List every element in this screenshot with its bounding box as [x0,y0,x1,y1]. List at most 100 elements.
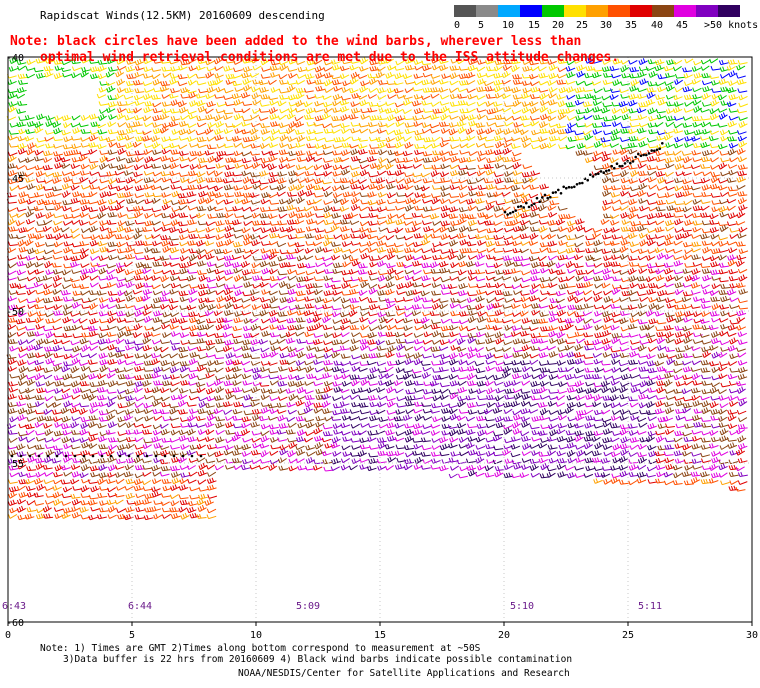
wind-barb-feather [385,130,389,135]
wind-barb [272,88,280,93]
wind-barb-feather [632,99,635,105]
wind-barb-feather [659,58,662,64]
wind-barb-feather [272,65,275,71]
wind-barb-feather [712,184,715,189]
wind-barb [531,108,539,114]
wind-barb [540,123,549,129]
wind-barb-feather [450,59,453,64]
wind-barb [208,136,216,142]
wind-barb-feather [242,80,245,85]
wind-barb-feather [260,94,263,100]
wind-barb-feather [577,115,580,120]
wind-barb [443,75,451,79]
wind-barb-feather [350,74,354,79]
wind-barb-feather [471,114,475,119]
wind-barb-feather [155,135,158,140]
wind-barb-feather [118,156,121,161]
wind-barb-feather [137,136,140,141]
wind-barb-feather [512,171,516,176]
wind-barb-feather [570,101,573,107]
wind-barb-feather [726,198,730,204]
wind-barb-feather [125,151,129,157]
wind-barb-feather [421,66,425,71]
wind-barb-feather [432,157,435,162]
wind-barb-feather [20,148,23,154]
wind-barb [10,103,18,107]
wind-barb [386,110,395,114]
wind-barb-feather [377,129,380,134]
wind-barb-feather [603,87,606,92]
wind-barb-feather [57,127,61,132]
wind-barb [227,80,236,85]
wind-barb-feather [135,171,138,177]
wind-barb-feather [612,65,615,71]
wind-barb [478,74,487,79]
wind-barb-feather [207,123,210,128]
wind-barb-feather [253,86,256,91]
wind-barb [424,167,433,170]
wind-barb-feather [351,136,354,141]
wind-barb-feather [692,157,695,162]
wind-barb-feather [103,205,106,210]
wind-barb-feather [324,88,327,93]
wind-barb-feather [204,130,208,135]
wind-barb-feather [720,136,723,142]
wind-barb-feather [524,172,527,177]
wind-barb-feather [611,157,615,162]
wind-barb-feather [385,101,388,106]
wind-barb-feather [344,177,348,183]
wind-barb [91,76,100,80]
wind-barb-feather [404,144,407,149]
wind-barb-feather [313,129,316,134]
wind-barb-feather [207,158,210,163]
wind-barb-feather [702,121,706,126]
wind-barb-feather [45,143,48,149]
wind-barb-feather [636,128,640,134]
wind-barb-feather [440,192,444,197]
wind-barb [82,137,90,142]
wind-barb [297,153,306,157]
wind-barb-feather [288,186,291,192]
wind-barb [712,195,721,198]
wind-barb [108,122,117,128]
wind-barb [170,95,179,99]
wind-barb-feather [51,186,55,192]
wind-barb-feather [367,107,370,113]
wind-barb-feather [719,151,722,156]
wind-barb-feather [326,112,329,118]
wind-barb-feather [550,129,554,134]
wind-barb [486,129,495,135]
wind-barb-feather [260,130,263,135]
wind-barb-feather [45,200,48,205]
wind-barb-feather [230,157,233,162]
wind-barb-feather [17,101,20,106]
wind-barb-feather [332,101,335,106]
wind-barb [154,102,162,108]
wind-barb-feather [382,58,386,64]
wind-barb [694,181,703,185]
wind-barb-feather [601,95,604,101]
wind-barb-feather [717,108,721,113]
wind-barb [467,168,476,170]
wind-barb [703,94,711,100]
wind-barb-feather [89,165,92,170]
wind-barb-feather [61,130,64,136]
wind-barb [659,101,667,106]
wind-barb [567,88,576,93]
wind-barb-feather [592,130,595,135]
wind-barb-feather [254,156,258,161]
wind-barb-feather [128,74,132,79]
wind-barb-feather [187,109,190,115]
wind-barb [477,66,486,72]
wind-barb [306,76,315,80]
wind-barb-feather [295,60,298,65]
wind-barb [351,79,359,85]
wind-barb-feather [16,207,19,212]
wind-barb-feather [714,113,717,118]
wind-barb-feather [316,66,320,72]
wind-barb-feather [412,178,415,184]
wind-barb-feather [568,66,571,71]
wind-barb [296,108,305,113]
wind-barb-feather [294,116,297,122]
wind-barb [387,180,396,184]
